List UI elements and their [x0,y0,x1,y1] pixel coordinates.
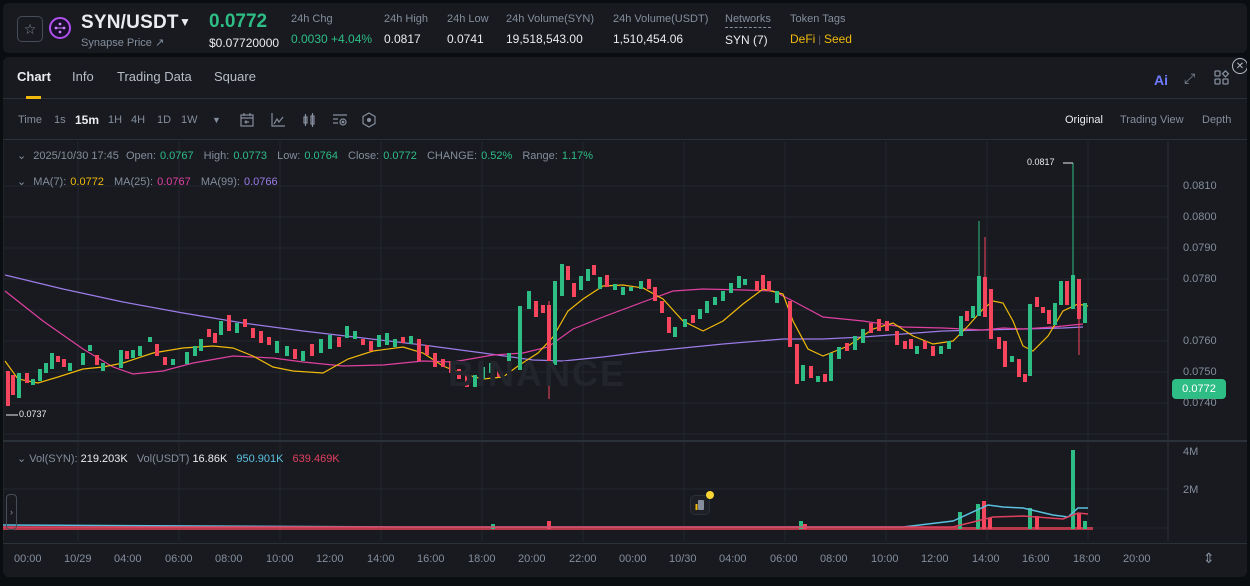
price-tick: 0.0800 [1183,211,1217,223]
stat-networks[interactable]: Networks SYN (7) [725,13,771,47]
chart-canvas[interactable] [3,141,1247,541]
chart-settings-icon[interactable] [332,112,348,128]
active-tab-indicator [26,96,41,99]
indicator-icon[interactable] [270,112,286,128]
notification-dot [706,491,714,499]
timeframe-1w[interactable]: 1W [181,114,198,126]
price-tick: 0.0780 [1183,273,1217,285]
token-price-link[interactable]: Synapse Price ↗ [81,37,165,49]
hexagon-settings-icon[interactable] [361,112,377,128]
stat-24h-high: 24h High 0.0817 [384,13,429,46]
watermark: BINANCE [448,353,627,394]
price-tick: 0.0740 [1183,397,1217,409]
tab-info[interactable]: Info [72,69,94,84]
chart-toolbar: Time 1s 15m 1H 4H 1D 1W ▼ Original Tradi… [3,100,1247,140]
last-price-usd: $0.07720000 [209,36,280,50]
price-tick: 0.0750 [1183,366,1217,378]
timeframe-4h[interactable]: 4H [131,114,146,126]
stat-24h-volume-syn: 24h Volume(SYN) 19,518,543.00 [506,13,595,46]
stat-24h-volume-usdt: 24h Volume(USDT) 1,510,454.06 [613,13,709,46]
volume-legend: ⌄ Vol(SYN): 219.203K Vol(USDT) 16.86K 95… [17,453,340,465]
candles [6,163,1087,406]
collapse-chevron-icon[interactable]: ⌄ [17,150,27,162]
auto-scale-icon[interactable]: ⇕ [1203,550,1215,566]
high-marker-label: 0.0817 [1027,157,1055,167]
view-original[interactable]: Original [1065,114,1103,126]
token-logo [49,17,71,39]
stat-token-tags: Token Tags DeFi | Seed [790,13,852,46]
layout-grid-icon[interactable] [1214,69,1230,91]
tag-defi[interactable]: DeFi [790,32,816,46]
stat-24h-low: 24h Low 0.0741 [447,13,489,46]
tab-trading-data[interactable]: Trading Data [117,69,192,84]
collapse-chevron-icon[interactable]: ⌄ [17,176,27,188]
volume-tick: 4M [1183,446,1199,458]
panel-tabs: Chart Info Trading Data Square Ai ⤢ ✕ [3,57,1247,99]
price-tick: 0.0810 [1183,180,1217,192]
timeframe-1s[interactable]: 1s [54,114,66,126]
ticker-header: ☆ SYN/USDT ▼ Synapse Price ↗ 0.0772 $0.0… [3,3,1247,53]
candlestick-chart[interactable]: BINANCE ⌄ 2025/10/30 17:45 Open: 0.0767 H… [3,141,1247,541]
ohlc-legend: ⌄ 2025/10/30 17:45 Open: 0.0767 High: 0.07… [17,150,594,162]
calendar-icon[interactable] [239,112,255,128]
tab-chart[interactable]: Chart [17,69,51,84]
view-depth[interactable]: Depth [1202,114,1232,126]
last-price: 0.0772 [209,11,268,32]
pair-selector[interactable]: SYN/USDT [81,12,179,33]
news-icon[interactable] [690,495,710,515]
volume-bars [3,450,1093,530]
price-tick: 0.0790 [1183,242,1217,254]
view-trading-view[interactable]: Trading View [1120,114,1184,126]
low-marker-label: 0.0737 [19,409,47,419]
star-icon: ☆ [23,20,37,37]
tab-square[interactable]: Square [214,69,256,84]
time-axis[interactable]: 00:00 10/29 04:00 06:00 08:00 10:00 12:0… [3,543,1247,571]
tag-seed[interactable]: Seed [823,32,852,46]
fullscreen-icon[interactable]: ⤢ [1184,70,1196,86]
favorite-button[interactable]: ☆ [17,16,43,42]
timeframe-1d[interactable]: 1D [157,114,172,126]
timeframe-time[interactable]: Time [18,114,43,126]
caret-down-icon[interactable]: ▼ [179,15,191,29]
ai-button[interactable]: Ai [1154,72,1168,88]
candle-type-icon[interactable] [301,112,317,128]
timeframe-1h[interactable]: 1H [108,114,123,126]
volume-tick: 2M [1183,484,1199,496]
chart-panel: Chart Info Trading Data Square Ai ⤢ ✕ Ti… [3,57,1247,577]
close-icon[interactable]: ✕ [1232,58,1247,74]
ma-legend: ⌄ MA(7): 0.0772 MA(25): 0.0767 MA(99): 0.07… [17,176,278,188]
current-price-tag: 0.0772 [1172,379,1226,399]
timeframe-more-caret-icon[interactable]: ▼ [212,115,221,125]
timeframe-15m[interactable]: 15m [75,113,100,127]
collapse-chevron-icon[interactable]: ⌄ [17,453,30,465]
expand-side-handle[interactable]: › [6,494,17,530]
stat-24h-change: 24h Chg 0.0030 +4.04% [291,13,373,46]
price-tick: 0.0760 [1183,335,1217,347]
